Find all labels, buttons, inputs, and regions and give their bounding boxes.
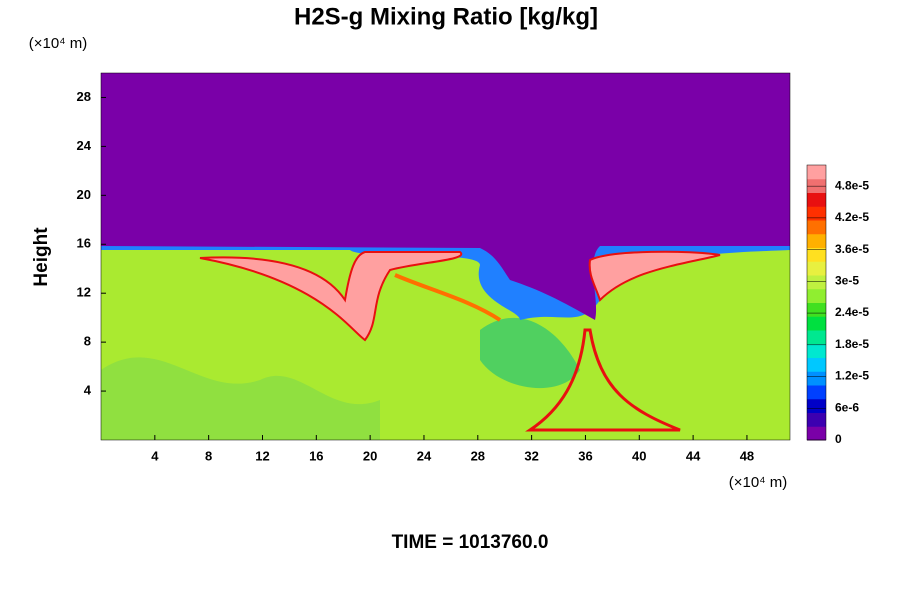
field-upper [101, 73, 790, 320]
x-tick-label: 24 [417, 448, 432, 463]
colorbar-band [807, 357, 826, 372]
x-tick-label: 12 [255, 448, 269, 463]
colorbar-band [807, 261, 826, 276]
plot-frame [100, 72, 791, 441]
x-tick-label: 28 [471, 448, 485, 463]
colorbar-tick-label: 1.2e-5 [835, 369, 869, 383]
colorbar-band [807, 165, 826, 180]
colorbar-tick-label: 0 [835, 432, 842, 446]
colorbar-band [807, 330, 826, 345]
colorbar-tick-label: 3.6e-5 [835, 242, 869, 256]
colorbar-band [807, 233, 826, 248]
field-plume [588, 250, 721, 302]
colorbar-band [807, 288, 826, 303]
y-tick-label: 20 [77, 187, 91, 202]
colorbar-band [807, 247, 826, 262]
colorbar-band [807, 192, 826, 207]
x-tick-label: 20 [363, 448, 377, 463]
x-tick-label: 8 [205, 448, 212, 463]
colorbar-band [807, 343, 826, 358]
x-unit: (×10⁴ m) [729, 474, 788, 491]
colorbar-tick-label: 3e-5 [835, 274, 859, 288]
chart-title: H2S-g Mixing Ratio [kg/kg] [294, 3, 598, 30]
field-streak [525, 328, 681, 432]
colorbar-band [807, 178, 826, 193]
x-tick-label: 16 [309, 448, 323, 463]
colorbar-band [807, 220, 826, 235]
colorbar-band [807, 302, 826, 317]
colorbar-band [807, 426, 826, 441]
x-tick-label: 4 [151, 448, 159, 463]
colorbar-band [807, 275, 826, 290]
colorbar-tick-label: 4.2e-5 [835, 210, 869, 224]
y-tick-label: 28 [77, 89, 91, 104]
y-tick-label: 4 [84, 383, 92, 398]
colorbar-tick-label: 1.8e-5 [835, 337, 869, 351]
y-axis-label: Height [31, 227, 52, 287]
y-tick-label: 24 [77, 138, 92, 153]
colorbar-tick-label: 2.4e-5 [835, 305, 869, 319]
x-tick-label: 36 [578, 448, 592, 463]
field-streak [394, 273, 502, 322]
field-patch [480, 317, 580, 389]
field-patch [101, 357, 380, 440]
y-tick-label: 8 [84, 334, 91, 349]
y-tick-label: 16 [77, 236, 91, 251]
colorbar-tick-label: 6e-6 [835, 400, 859, 414]
field-plume [199, 251, 463, 342]
colorbar-band [807, 206, 826, 221]
x-tick-label: 32 [524, 448, 538, 463]
x-tick-label: 44 [686, 448, 701, 463]
colorbar-band [807, 371, 826, 386]
y-tick-label: 12 [77, 285, 91, 300]
colorbar-band [807, 412, 826, 427]
y-unit: (×10⁴ m) [29, 35, 88, 52]
colorbar-band [807, 398, 826, 413]
x-tick-label: 40 [632, 448, 646, 463]
colorbar-band [807, 316, 826, 331]
field [101, 73, 790, 440]
colorbar-tick-label: 4.8e-5 [835, 178, 869, 192]
footer: TIME = 1013760.0 [392, 532, 549, 553]
x-tick-label: 48 [740, 448, 754, 463]
colorbar-band [807, 385, 826, 400]
